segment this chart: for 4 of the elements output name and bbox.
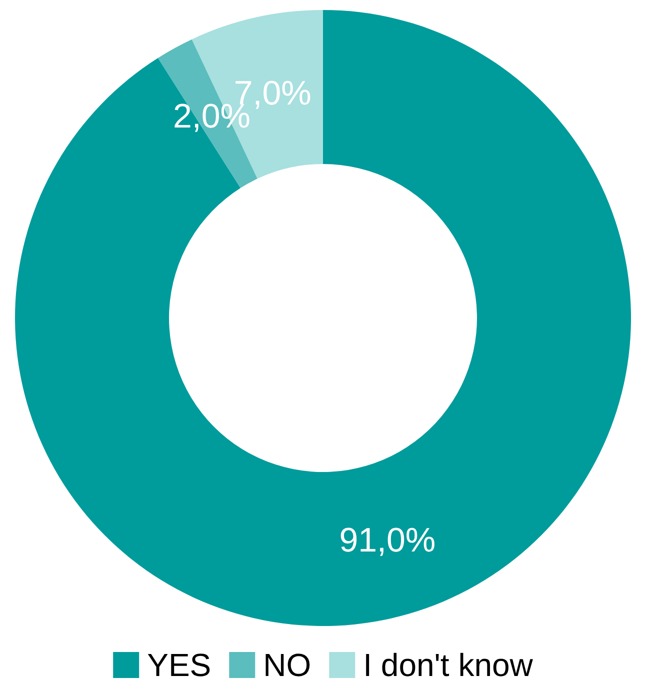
data-label: 91,0% bbox=[339, 522, 436, 560]
legend-label: I don't know bbox=[363, 647, 534, 684]
legend-label: NO bbox=[263, 647, 312, 684]
legend-label: YES bbox=[147, 647, 212, 684]
